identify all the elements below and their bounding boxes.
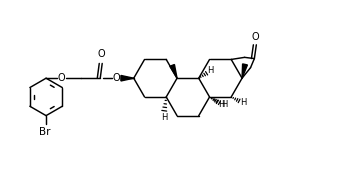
Text: O: O (112, 73, 120, 83)
Text: H: H (221, 100, 227, 109)
Text: O: O (57, 73, 65, 83)
Polygon shape (170, 65, 177, 78)
Text: O: O (252, 32, 259, 42)
Text: Br: Br (39, 127, 51, 137)
Text: H: H (218, 100, 225, 109)
Text: O: O (97, 49, 105, 59)
Text: H: H (161, 113, 168, 122)
Text: H: H (207, 66, 214, 75)
Polygon shape (121, 75, 134, 81)
Text: H: H (240, 98, 246, 107)
Polygon shape (242, 64, 247, 78)
